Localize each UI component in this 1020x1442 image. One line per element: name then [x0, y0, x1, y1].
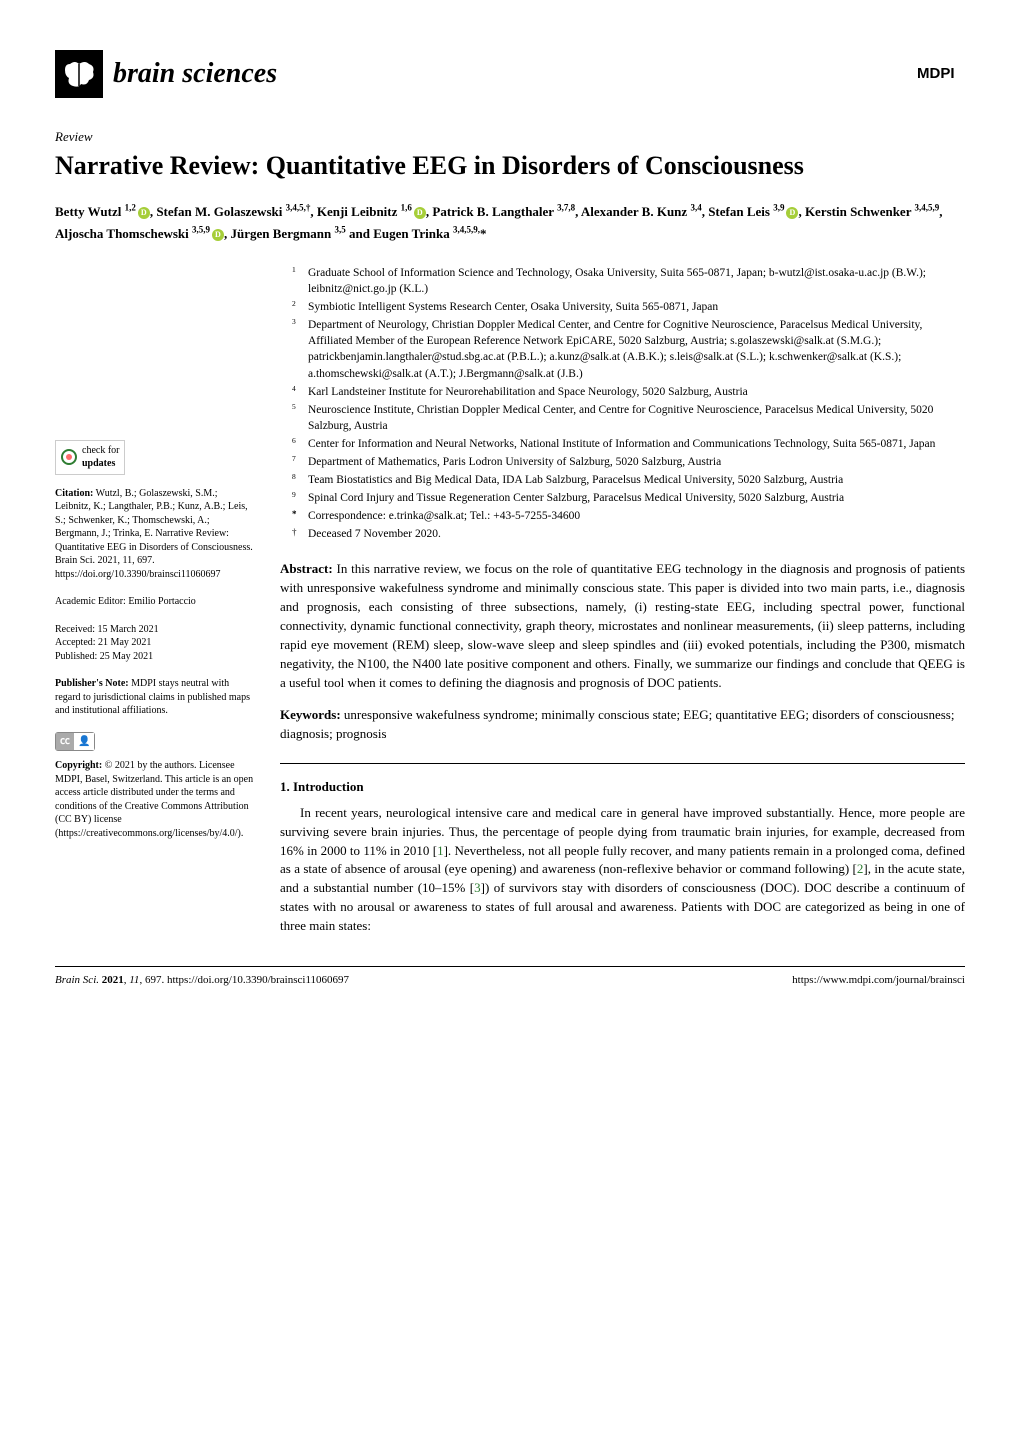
affiliation-text: Center for Information and Neural Networ… [308, 436, 965, 452]
affiliation-text: Graduate School of Information Science a… [308, 265, 965, 297]
affiliation-text: Spinal Cord Injury and Tissue Regenerati… [308, 490, 965, 506]
accepted-label: Accepted: [55, 637, 96, 648]
by-icon: 👤 [74, 733, 94, 751]
footer-right[interactable]: https://www.mdpi.com/journal/brainsci [792, 973, 965, 988]
affiliation-text: Symbiotic Intelligent Systems Research C… [308, 299, 965, 315]
affiliations: 1Graduate School of Information Science … [280, 265, 965, 543]
brain-icon [55, 50, 103, 98]
copyright-label: Copyright: [55, 760, 102, 771]
keywords: Keywords: unresponsive wakefulness syndr… [280, 706, 965, 742]
header: brain sciences MDPI [55, 50, 965, 98]
received-label: Received: [55, 624, 95, 635]
orcid-icon [138, 207, 150, 219]
publisher-logo: MDPI [905, 50, 965, 90]
ref-link[interactable]: 2 [857, 861, 864, 876]
abstract-text: In this narrative review, we focus on th… [280, 561, 965, 689]
page: brain sciences MDPI Review Narrative Rev… [0, 0, 1020, 1018]
body-paragraph: In recent years, neurological intensive … [280, 804, 965, 936]
keywords-label: Keywords: [280, 707, 341, 722]
editor-label: Academic Editor: [55, 596, 126, 607]
copyright-text: © 2021 by the authors. Licensee MDPI, Ba… [55, 760, 253, 839]
editor-text: Emilio Portaccio [128, 596, 196, 607]
check-updates-label: check forupdates [82, 444, 119, 471]
abstract: Abstract: In this narrative review, we f… [280, 560, 965, 692]
orcid-icon [212, 229, 224, 241]
keywords-text: unresponsive wakefulness syndrome; minim… [280, 707, 954, 740]
editor-block: Academic Editor: Emilio Portaccio [55, 595, 255, 609]
footer: Brain Sci. 2021, 11, 697. https://doi.or… [55, 966, 965, 988]
affiliation-text: Karl Landsteiner Institute for Neuroreha… [308, 384, 965, 400]
publisher-note-block: Publisher's Note: MDPI stays neutral wit… [55, 677, 255, 718]
citation-text: Wutzl, B.; Golaszewski, S.M.; Leibnitz, … [55, 488, 253, 580]
affiliation-text: Department of Neurology, Christian Doppl… [308, 317, 965, 381]
article-title: Narrative Review: Quantitative EEG in Di… [55, 150, 965, 183]
affiliation-text: Neuroscience Institute, Christian Dopple… [308, 402, 965, 434]
orcid-icon [414, 207, 426, 219]
dates-block: Received: 15 March 2021 Accepted: 21 May… [55, 623, 255, 664]
section-heading: 1. Introduction [280, 778, 965, 796]
citation-label: Citation: [55, 488, 93, 499]
accepted-text: 21 May 2021 [98, 637, 151, 648]
citation-block: Citation: Wutzl, B.; Golaszewski, S.M.; … [55, 487, 255, 582]
divider [280, 763, 965, 764]
cc-icon: ㏄ [56, 733, 74, 751]
check-updates-badge[interactable]: check forupdates [55, 440, 125, 475]
orcid-icon [786, 207, 798, 219]
ref-link[interactable]: 3 [474, 880, 481, 895]
received-text: 15 March 2021 [97, 624, 158, 635]
abstract-label: Abstract: [280, 561, 333, 576]
article-type: Review [55, 128, 965, 146]
pubnote-label: Publisher's Note: [55, 678, 129, 689]
published-label: Published: [55, 651, 97, 662]
authors: Betty Wutzl 1,2, Stefan M. Golaszewski 3… [55, 201, 965, 245]
cc-by-badge: ㏄ 👤 [55, 732, 95, 752]
check-updates-icon [61, 449, 77, 465]
journal-logo: brain sciences [55, 50, 277, 98]
two-column-layout: check forupdates Citation: Wutzl, B.; Go… [55, 265, 965, 936]
journal-name: brain sciences [113, 54, 277, 93]
affiliation-text: Team Biostatistics and Big Medical Data,… [308, 472, 965, 488]
footer-left: Brain Sci. 2021, 11, 697. https://doi.or… [55, 973, 349, 988]
license-block: ㏄ 👤 Copyright: © 2021 by the authors. Li… [55, 732, 255, 841]
correspondence-text: Correspondence: e.trinka@salk.at; Tel.: … [308, 508, 965, 524]
deceased-note: Deceased 7 November 2020. [308, 526, 965, 542]
published-text: 25 May 2021 [100, 651, 153, 662]
sidebar: check forupdates Citation: Wutzl, B.; Go… [55, 440, 255, 936]
ref-link[interactable]: 1 [437, 843, 444, 858]
main-column: 1 Graduate School of Information Science … [280, 265, 965, 936]
affiliation-text: Department of Mathematics, Paris Lodron … [308, 454, 965, 470]
svg-text:MDPI: MDPI [917, 65, 955, 82]
